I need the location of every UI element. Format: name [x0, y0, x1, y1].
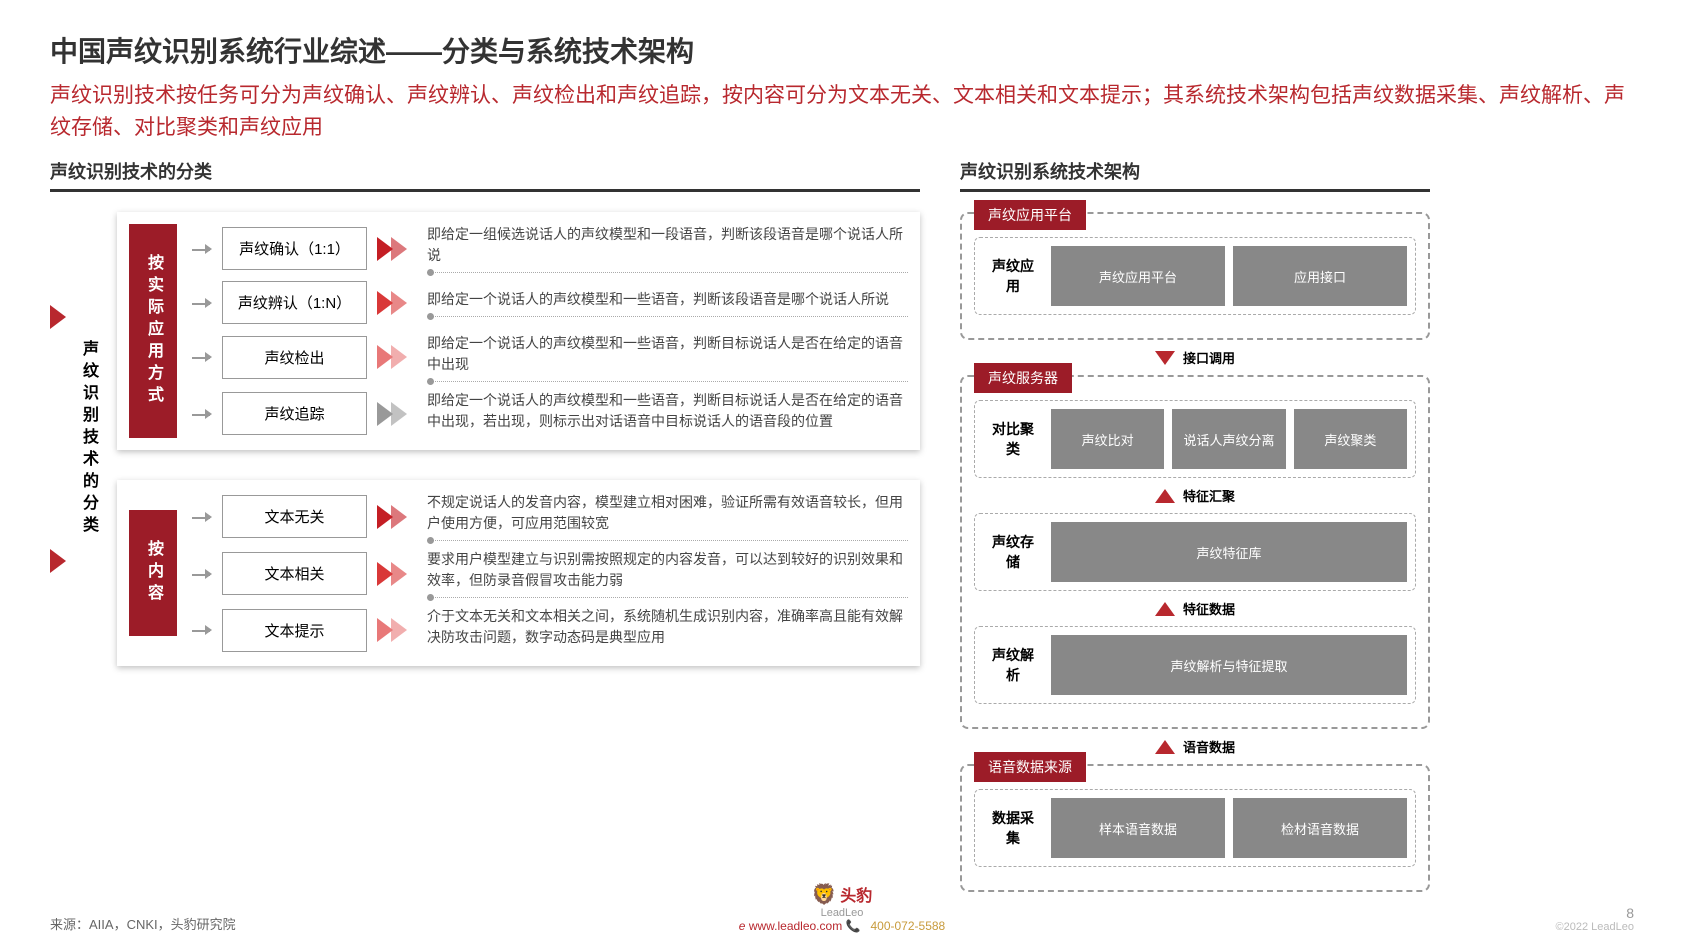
chevron-icon: [377, 237, 417, 261]
arch-cell: 应用接口: [1233, 246, 1407, 306]
type-box: 文本相关: [222, 552, 367, 595]
type-description: 即给定一个说话人的声纹模型和一些语音，判断目标说话人是否在给定的语音中出现，若出…: [427, 390, 908, 438]
triangle-icon: [50, 305, 66, 329]
type-box: 文本提示: [222, 609, 367, 652]
arch-cell: 声纹应用平台: [1051, 246, 1225, 306]
type-description: 不规定说话人的发音内容，模型建立相对困难，验证所需有效语音较长，但用户使用方便，…: [427, 492, 908, 541]
flow-label: 特征数据: [1183, 599, 1235, 618]
connector-icon: [192, 347, 212, 367]
flow-label: 语音数据: [1183, 737, 1235, 756]
right-header: 声纹识别系统技术架构: [960, 158, 1430, 192]
type-box: 声纹确认（1:1）: [222, 227, 367, 270]
copyright: ©2022 LeadLeo: [1556, 921, 1634, 933]
arch-cell: 声纹聚类: [1294, 409, 1407, 469]
arch-cell: 说话人声纹分离: [1172, 409, 1285, 469]
footer: 来源：AIIA，CNKI，头豹研究院 🦁 头豹 LeadLeo e www.le…: [50, 905, 1634, 933]
type-description: 即给定一组候选说话人的声纹模型和一段语音，判断该段语音是哪个说话人所说: [427, 224, 908, 273]
left-header: 声纹识别技术的分类: [50, 158, 920, 192]
classification-row: 声纹确认（1:1） 即给定一组候选说话人的声纹模型和一段语音，判断该段语音是哪个说…: [192, 224, 908, 273]
footer-brand: 🦁 头豹 LeadLeo e www.leadleo.com 📞400-072-…: [739, 882, 945, 933]
arch-block-server: 声纹服务器 对比聚类声纹比对说话人声纹分离声纹聚类特征汇聚声纹存储声纹特征库特征…: [960, 375, 1430, 729]
arch-row-label: 对比聚类: [983, 409, 1043, 469]
arch-block-platform: 声纹应用平台 声纹应用 声纹应用平台 应用接口: [960, 212, 1430, 340]
connector-icon: [192, 507, 212, 527]
type-box: 声纹检出: [222, 336, 367, 379]
chevron-icon: [377, 402, 417, 426]
connector-icon: [192, 293, 212, 313]
arch-row: 声纹解析声纹解析与特征提取: [974, 626, 1416, 704]
arch-row-label: 声纹解析: [983, 635, 1043, 695]
left-section: 声纹识别技术的分类 声纹识别技术的分类 按实际应用方式 声纹确认（1:1） 即给定…: [50, 158, 920, 892]
connector-icon: [192, 404, 212, 424]
page-title: 中国声纹识别系统行业综述——分类与系统技术架构: [50, 30, 1634, 70]
triangle-icon: [50, 549, 66, 573]
classification-row: 声纹检出 即给定一个说话人的声纹模型和一些语音，判断目标说话人是否在给定的语音中出…: [192, 333, 908, 382]
type-description: 即给定一个说话人的声纹模型和一些语音，判断该段语音是哪个说话人所说: [427, 289, 908, 317]
connector-icon: [192, 239, 212, 259]
chevron-icon: [377, 618, 417, 642]
arch-block-source: 语音数据来源 数据采集 样本语音数据 检材语音数据: [960, 764, 1430, 892]
chevron-icon: [377, 505, 417, 529]
classification-row: 声纹追踪 即给定一个说话人的声纹模型和一些语音，判断目标说话人是否在给定的语音中出…: [192, 390, 908, 438]
arch-cell: 声纹特征库: [1051, 522, 1407, 582]
type-box: 文本无关: [222, 495, 367, 538]
type-description: 即给定一个说话人的声纹模型和一些语音，判断目标说话人是否在给定的语音中出现: [427, 333, 908, 382]
arch-cell: 声纹比对: [1051, 409, 1164, 469]
page-subtitle: 声纹识别技术按任务可分为声纹确认、声纹辨认、声纹检出和声纹追踪，按内容可分为文本…: [50, 80, 1634, 143]
type-box: 声纹辨认（1:N）: [222, 281, 367, 324]
connector-icon: [192, 620, 212, 640]
flow-arrow: 特征汇聚: [974, 486, 1416, 505]
arch-row: 对比聚类声纹比对说话人声纹分离声纹聚类: [974, 400, 1416, 478]
arch-cell: 声纹解析与特征提取: [1051, 635, 1407, 695]
classification-row: 文本提示 介于文本无关和文本相关之间，系统随机生成识别内容，准确率高且能有效解决防…: [192, 606, 908, 654]
flow-label: 特征汇聚: [1183, 486, 1235, 505]
main-label-text: 声纹识别技术的分类: [74, 320, 102, 558]
flow-arrow: 特征数据: [974, 599, 1416, 618]
right-section: 声纹识别系统技术架构 声纹应用平台 声纹应用 声纹应用平台 应用接口 接口调用 …: [960, 158, 1430, 892]
classification-row: 声纹辨认（1:N） 即给定一个说话人的声纹模型和一些语音，判断该段语音是哪个说话人…: [192, 281, 908, 324]
source-text: 来源：AIIA，CNKI，头豹研究院: [50, 914, 236, 933]
group1-label: 按实际应用方式: [129, 224, 177, 438]
arch-tag: 声纹服务器: [974, 363, 1072, 393]
arch-row: 声纹存储声纹特征库: [974, 513, 1416, 591]
content-area: 声纹识别技术的分类 声纹识别技术的分类 按实际应用方式 声纹确认（1:1） 即给定…: [50, 158, 1634, 892]
type-box: 声纹追踪: [222, 392, 367, 435]
connector-icon: [192, 564, 212, 584]
arch-cell: 检材语音数据: [1233, 798, 1407, 858]
arch-row-label: 声纹存储: [983, 522, 1043, 582]
page-number: 8: [1556, 905, 1634, 921]
chevron-icon: [377, 291, 417, 315]
main-vertical-label: 声纹识别技术的分类: [50, 212, 102, 666]
arch-cell: 样本语音数据: [1051, 798, 1225, 858]
group2-label: 按内容: [129, 510, 177, 636]
type-description: 要求用户模型建立与识别需按照规定的内容发音，可以达到较好的识别效果和效率，但防录…: [427, 549, 908, 598]
arch-tag: 声纹应用平台: [974, 200, 1086, 230]
chevron-icon: [377, 562, 417, 586]
chevron-icon: [377, 345, 417, 369]
arch-row-label: 声纹应用: [983, 246, 1043, 306]
flow-label: 接口调用: [1183, 348, 1235, 367]
classification-group-usage: 按实际应用方式 声纹确认（1:1） 即给定一组候选说话人的声纹模型和一段语音，判断…: [117, 212, 920, 450]
classification-group-content: 按内容 文本无关 不规定说话人的发音内容，模型建立相对困难，验证所需有效语音较长，…: [117, 480, 920, 666]
arch-row-label: 数据采集: [983, 798, 1043, 858]
type-description: 介于文本无关和文本相关之间，系统随机生成识别内容，准确率高且能有效解决防攻击问题…: [427, 606, 908, 654]
classification-row: 文本相关 要求用户模型建立与识别需按照规定的内容发音，可以达到较好的识别效果和效率…: [192, 549, 908, 598]
arch-tag: 语音数据来源: [974, 752, 1086, 782]
classification-row: 文本无关 不规定说话人的发音内容，模型建立相对困难，验证所需有效语音较长，但用户使…: [192, 492, 908, 541]
